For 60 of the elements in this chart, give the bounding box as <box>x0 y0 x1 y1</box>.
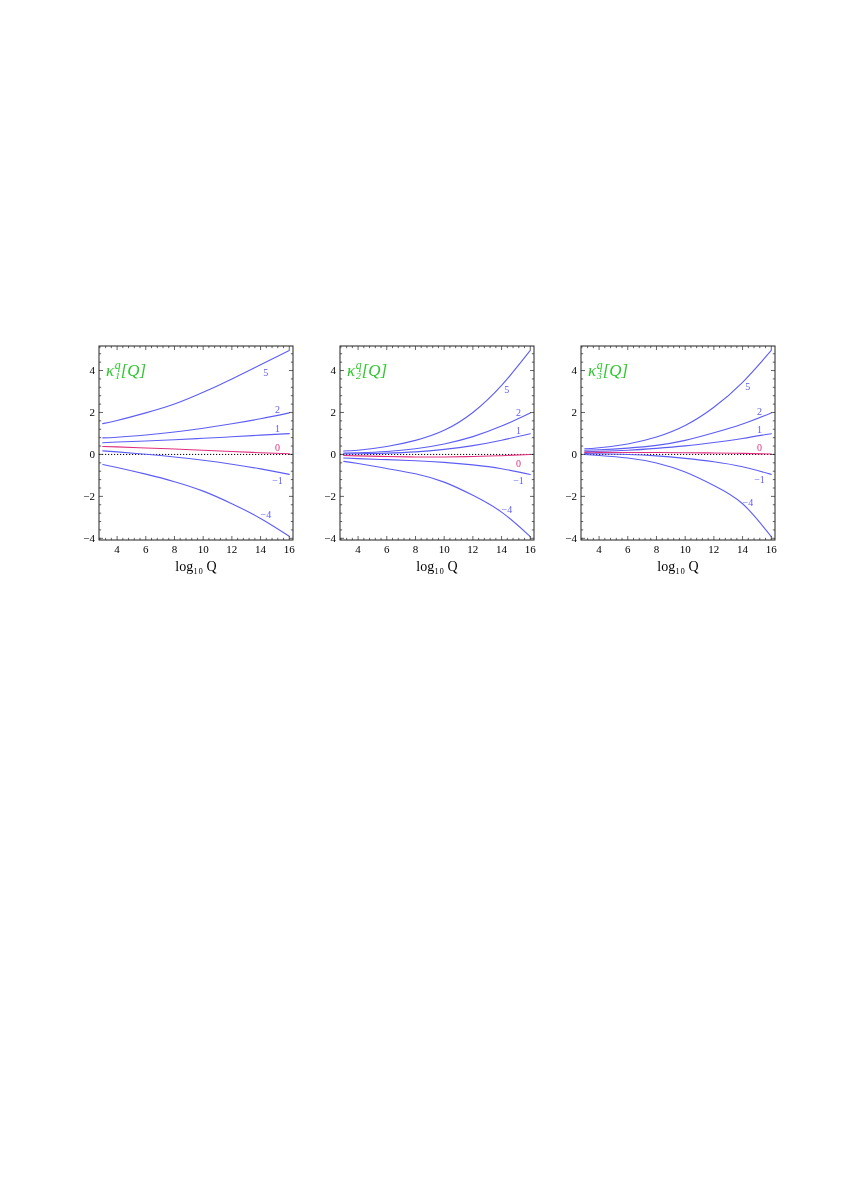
series-label: −1 <box>513 475 524 487</box>
x-tick-label: 8 <box>653 542 660 555</box>
series-label: −1 <box>272 475 283 487</box>
x-tick-label: 12 <box>708 542 720 555</box>
x-tick-label: 10 <box>679 542 692 555</box>
y-tick-label: 2 <box>330 406 336 419</box>
x-tick-label: 16 <box>283 542 296 555</box>
series-label: 5 <box>504 384 510 395</box>
x-tick-label: 14 <box>737 542 749 555</box>
y-tick-label: −4 <box>324 532 337 545</box>
x-tick-label: 14 <box>496 542 508 555</box>
series-label: 0 <box>756 442 762 454</box>
x-tick-label: 6 <box>625 542 632 555</box>
series-label: 5 <box>745 381 751 393</box>
y-tick-label: −2 <box>324 490 336 503</box>
y-tick-label: 2 <box>571 406 577 419</box>
y-tick-label: −4 <box>83 532 96 545</box>
x-tick-label: 10 <box>438 542 451 555</box>
y-tick-label: 0 <box>571 448 578 461</box>
series-label: 2 <box>274 403 280 415</box>
x-tick-label: 12 <box>467 542 479 555</box>
x-tick-label: 4 <box>355 542 362 555</box>
x-tick-label: 12 <box>226 542 238 555</box>
text: κ₃$^{q}$[Q] <box>588 358 629 380</box>
series-label: −1 <box>754 474 765 486</box>
series-label: 0 <box>274 441 280 453</box>
series-label: 0 <box>515 457 521 469</box>
x-tick-label: 8 <box>412 542 419 555</box>
text: κ₂$^{q}$[Q] <box>347 358 388 380</box>
series-label: 5 <box>263 367 269 379</box>
x-tick-label: 6 <box>384 542 391 555</box>
y-tick-label: 4 <box>571 364 578 377</box>
y-tick-label: 4 <box>330 364 337 377</box>
y-tick-label: −2 <box>565 490 577 503</box>
x-tick-label: 4 <box>596 542 603 555</box>
series-label: −4 <box>501 503 513 515</box>
y-tick-label: 0 <box>330 448 337 461</box>
x-tick-label: 8 <box>171 542 178 555</box>
series-label: 2 <box>756 405 762 417</box>
text: κ₁$^{q}$[Q] <box>106 358 147 380</box>
y-tick-label: 0 <box>89 448 96 461</box>
x-tick-label: 10 <box>197 542 210 555</box>
x-axis-title: log₁₀ Q <box>416 559 458 574</box>
series-label: 1 <box>756 424 762 436</box>
y-tick-label: −4 <box>565 532 578 545</box>
series-label: 1 <box>274 422 280 434</box>
x-axis-title: log₁₀ Q <box>657 559 699 574</box>
series-label: −4 <box>260 508 272 520</box>
x-tick-label: 6 <box>143 542 150 555</box>
series-label: 2 <box>515 406 521 418</box>
series-label: 1 <box>515 424 521 436</box>
y-tick-label: 4 <box>89 364 96 377</box>
series-label: −4 <box>742 496 754 508</box>
y-tick-label: −2 <box>83 490 95 503</box>
x-tick-label: 14 <box>255 542 267 555</box>
x-axis-title: log₁₀ Q <box>175 559 217 574</box>
x-tick-label: 4 <box>114 542 121 555</box>
x-tick-label: 16 <box>765 542 778 555</box>
y-tick-label: 2 <box>89 406 95 419</box>
x-tick-label: 16 <box>524 542 537 555</box>
